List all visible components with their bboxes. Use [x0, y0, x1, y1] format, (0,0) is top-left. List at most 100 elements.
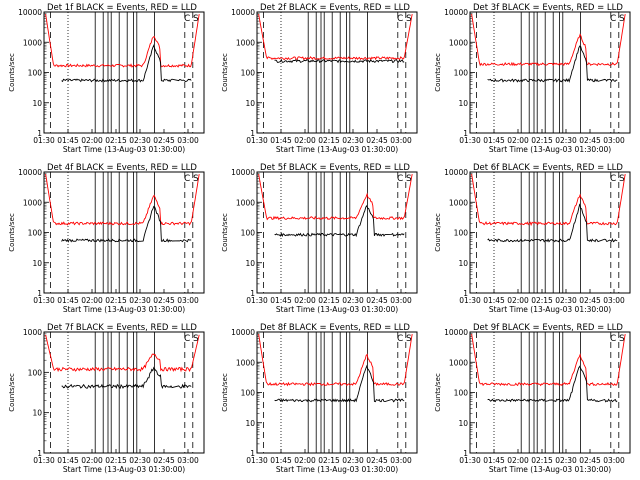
y-tick-label: 1000: [449, 38, 468, 47]
x-tick-label: 01:30: [33, 296, 55, 305]
y-tick-label: 1: [463, 289, 468, 298]
legend-mark: C: [610, 334, 616, 344]
y-tick-label: 1000: [236, 38, 255, 47]
plot-frame: [256, 11, 418, 134]
x-tick-label: 02:45: [579, 296, 601, 305]
legend-mark: C: [184, 174, 190, 184]
lld-series-line: [258, 14, 413, 61]
legend-mark: C: [184, 334, 190, 344]
panel-title: Det 1f BLACK = Events, RED = LLD: [47, 3, 197, 13]
y-axis-label: Counts/sec: [8, 53, 16, 92]
legend-mark: C: [397, 334, 403, 344]
y-tick-label: 100: [28, 69, 43, 78]
x-tick-label: 02:30: [342, 136, 364, 145]
y-tick-label: 1: [463, 129, 468, 138]
legend-mark: S: [619, 14, 625, 24]
x-tick-label: 02:15: [105, 456, 127, 465]
y-tick-label: 1000: [449, 198, 468, 207]
x-axis-label: Start Time (13-Aug-03 01:30:00): [489, 145, 611, 154]
x-tick-label: 03:00: [390, 136, 412, 145]
x-tick-label: 01:45: [270, 296, 292, 305]
legend-mark: C: [610, 14, 616, 24]
y-tick-label: 1: [37, 289, 42, 298]
x-tick-label: 02:15: [105, 296, 127, 305]
legend-mark: S: [406, 334, 412, 344]
y-tick-label: 10000: [18, 168, 42, 177]
x-tick-label: 01:45: [483, 136, 505, 145]
y-tick-label: 1: [37, 129, 42, 138]
legend-mark: S: [193, 334, 199, 344]
y-axis-label: Counts/sec: [221, 213, 229, 252]
x-tick-label: 03:00: [603, 296, 625, 305]
y-tick-label: 10: [458, 419, 468, 428]
y-tick-label: 10: [458, 259, 468, 268]
panel-title: Det 6f BLACK = Events, RED = LLD: [473, 163, 623, 173]
plot-frame: [43, 11, 205, 134]
y-tick-label: 1000: [449, 358, 468, 367]
detector-panel: Det 4f BLACK = Events, RED = LLD Counts/s…: [8, 163, 205, 314]
x-tick-label: 03:00: [177, 136, 199, 145]
x-axis-label: Start Time (13-Aug-03 01:30:00): [276, 305, 398, 314]
x-tick-label: 03:00: [603, 136, 625, 145]
x-tick-label: 03:00: [177, 456, 199, 465]
legend-mark: S: [406, 174, 412, 184]
x-tick-label: 02:30: [555, 456, 577, 465]
x-tick-label: 03:00: [603, 456, 625, 465]
x-axis-label: Start Time (13-Aug-03 01:30:00): [276, 145, 398, 154]
y-tick-label: 10: [32, 99, 42, 108]
x-tick-label: 01:30: [33, 136, 55, 145]
events-series-line: [274, 58, 405, 64]
x-tick-label: 02:30: [342, 296, 364, 305]
panel-title: Det 2f BLACK = Events, RED = LLD: [260, 3, 410, 13]
lld-series-line: [258, 174, 413, 221]
y-tick-label: 10: [245, 259, 255, 268]
x-tick-label: 02:00: [294, 456, 316, 465]
events-series-line: [487, 365, 618, 403]
x-tick-label: 01:45: [270, 136, 292, 145]
x-tick-label: 01:30: [459, 136, 481, 145]
detector-panel: Det 1f BLACK = Events, RED = LLD Counts/s…: [8, 3, 205, 154]
panel-title: Det 3f BLACK = Events, RED = LLD: [473, 3, 623, 13]
y-tick-label: 1000: [23, 38, 42, 47]
lld-series-line: [471, 174, 626, 227]
events-series-line: [487, 45, 618, 83]
y-tick-label: 10000: [444, 328, 468, 337]
x-tick-label: 02:30: [342, 456, 364, 465]
x-tick-label: 02:45: [366, 136, 388, 145]
lld-series-line: [471, 334, 626, 387]
x-axis-label: Start Time (13-Aug-03 01:30:00): [489, 465, 611, 474]
panel-title: Det 8f BLACK = Events, RED = LLD: [260, 323, 410, 333]
y-tick-label: 1000: [236, 358, 255, 367]
x-tick-label: 02:45: [366, 456, 388, 465]
y-axis-label: Counts/sec: [8, 213, 16, 252]
x-tick-label: 02:15: [531, 456, 553, 465]
events-series-line: [61, 44, 192, 83]
y-tick-label: 10: [32, 409, 42, 418]
x-tick-label: 03:00: [390, 296, 412, 305]
y-tick-label: 1: [463, 449, 468, 458]
legend-mark: C: [610, 174, 616, 184]
panel-title: Det 7f BLACK = Events, RED = LLD: [47, 323, 197, 333]
y-tick-label: 10000: [231, 168, 255, 177]
x-tick-label: 02:30: [129, 456, 151, 465]
plot-frame: [43, 171, 205, 294]
x-tick-label: 01:45: [483, 296, 505, 305]
x-tick-label: 01:45: [57, 456, 79, 465]
plot-frame: [469, 11, 631, 134]
detector-panel: Det 2f BLACK = Events, RED = LLD Counts/s…: [221, 3, 418, 154]
y-tick-label: 1000: [23, 198, 42, 207]
x-tick-label: 02:15: [105, 136, 127, 145]
y-tick-label: 1000: [23, 328, 42, 337]
y-axis-label: Counts/sec: [221, 53, 229, 92]
x-axis-label: Start Time (13-Aug-03 01:30:00): [63, 305, 185, 314]
y-tick-label: 1: [250, 129, 255, 138]
legend-mark: C: [184, 14, 190, 24]
lld-series-line: [258, 334, 413, 387]
x-tick-label: 01:30: [246, 456, 268, 465]
events-series-line: [61, 205, 192, 243]
x-tick-label: 02:00: [81, 456, 103, 465]
x-tick-label: 02:00: [81, 296, 103, 305]
x-tick-label: 02:30: [555, 136, 577, 145]
x-tick-label: 02:45: [153, 296, 175, 305]
x-tick-label: 02:45: [366, 296, 388, 305]
